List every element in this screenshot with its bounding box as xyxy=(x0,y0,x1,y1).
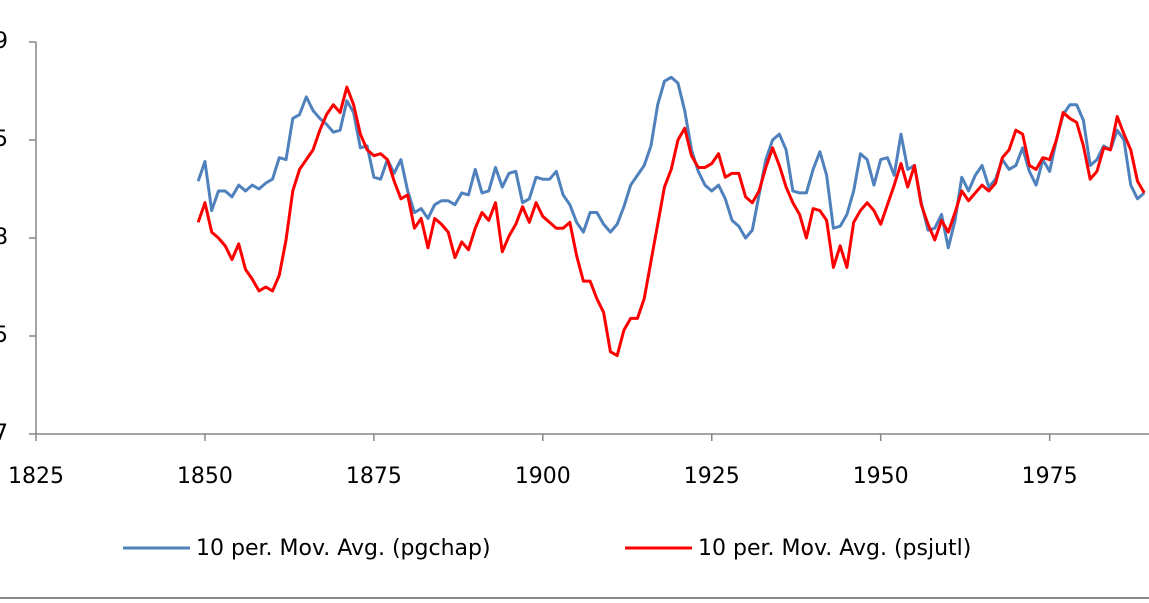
legend-label: 10 per. Mov. Avg. (pgchap) xyxy=(196,536,491,561)
y-tick-label: 8 xyxy=(0,225,8,250)
series-line xyxy=(196,85,1146,358)
x-tick-label: 1850 xyxy=(177,464,233,489)
y-tick-label: 9 xyxy=(0,29,8,54)
x-tick-label: 1950 xyxy=(853,464,909,489)
x-tick-label: 1825 xyxy=(8,464,64,489)
x-tick-label: 1975 xyxy=(1022,464,1078,489)
y-tick-label: 7.5 xyxy=(0,323,8,348)
x-tick-label: 1875 xyxy=(346,464,402,489)
series-line xyxy=(196,75,1146,250)
y-tick-label: 7 xyxy=(0,421,8,446)
y-tick-label: 8.5 xyxy=(0,127,8,152)
x-tick-label: 1900 xyxy=(515,464,571,489)
legend-label: 10 per. Mov. Avg. (psjutl) xyxy=(698,536,971,561)
x-tick-label: 1925 xyxy=(684,464,740,489)
